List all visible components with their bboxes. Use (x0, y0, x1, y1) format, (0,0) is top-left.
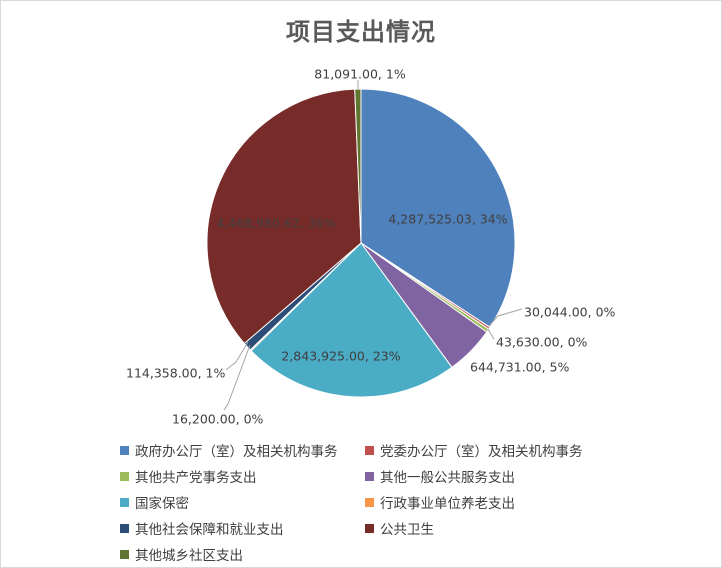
legend-label: 其他城乡社区支出 (135, 548, 243, 564)
legend-label: 政府办公厅（室）及相关机构事务 (135, 444, 338, 460)
data-label: 81,091.00, 1% (314, 67, 406, 82)
legend-item: 其他社会保障和就业支出 (120, 518, 365, 538)
legend-item: 其他一般公共服务支出 (365, 466, 625, 486)
legend-item: 行政事业单位养老支出 (365, 492, 625, 512)
leader-line (487, 328, 495, 340)
chart-title: 项目支出情况 (286, 18, 436, 46)
legend-label: 其他共产党事务支出 (135, 470, 257, 486)
pie-slice (354, 88, 362, 244)
data-label: 644,731.00, 5% (470, 360, 569, 375)
legend-swatch (120, 523, 129, 533)
legend-label: 国家保密 (135, 496, 189, 512)
leader-line (223, 344, 251, 411)
leader-line (488, 308, 523, 327)
legend-swatch (120, 549, 129, 559)
leader-line (225, 341, 249, 371)
legend-label: 其他一般公共服务支出 (380, 470, 515, 486)
legend-swatch (120, 497, 129, 507)
data-label: 2,843,925.00, 23% (281, 349, 400, 364)
legend-swatch (365, 523, 374, 533)
pie-slice (250, 242, 453, 398)
legend-label: 公共卫生 (380, 522, 434, 538)
legend-swatch (365, 445, 374, 455)
data-label: 43,630.00, 0% (496, 335, 588, 350)
data-label: 16,200.00, 0% (172, 412, 264, 427)
legend-label: 行政事业单位养老支出 (380, 496, 515, 512)
legend-swatch (120, 471, 129, 481)
data-label: 4,287,525.03, 34% (388, 212, 507, 227)
pie-slice (206, 88, 362, 345)
legend-item: 政府办公厅（室）及相关机构事务 (120, 440, 365, 460)
legend-swatch (365, 497, 374, 507)
legend-item: 公共卫生 (365, 518, 625, 538)
data-label: 30,044.00, 0% (524, 305, 616, 320)
legend-swatch (365, 471, 374, 481)
legend: 政府办公厅（室）及相关机构事务 党委办公厅（室）及相关机构事务 其他共产党事务支出其… (120, 440, 640, 564)
legend-label: 党委办公厅（室）及相关机构事务 (380, 444, 583, 460)
legend-item: 国家保密 (120, 492, 365, 512)
legend-item: 其他城乡社区支出 (120, 544, 365, 564)
legend-item: 其他共产党事务支出 (120, 466, 365, 486)
data-label: 4,468,980.62, 36% (216, 216, 335, 231)
legend-label: 其他社会保障和就业支出 (135, 522, 284, 538)
legend-item: 党委办公厅（室）及相关机构事务 (365, 440, 625, 460)
legend-swatch (120, 445, 129, 455)
data-label: 114,358.00, 1% (126, 366, 225, 381)
